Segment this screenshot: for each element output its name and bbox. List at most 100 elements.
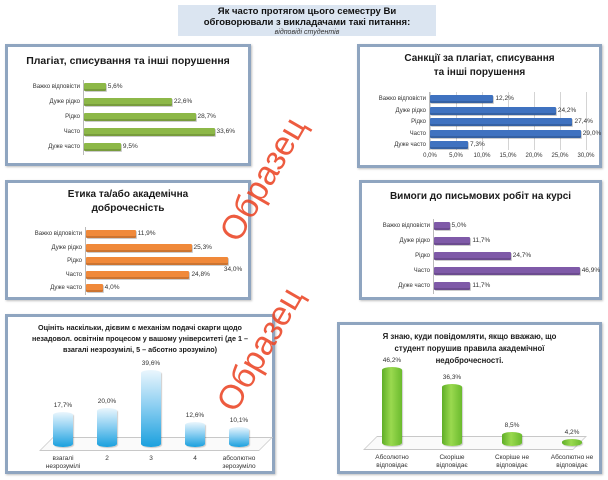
value-label: 33,6% bbox=[216, 128, 235, 135]
category-label: Дуже часто bbox=[50, 285, 82, 291]
bar bbox=[434, 237, 471, 245]
chart-title-line3: взагалі незрозумілі, 5 – абсотно зрозумі… bbox=[62, 345, 218, 354]
category-label-line1: 3 bbox=[149, 455, 153, 462]
value-label: 5,6% bbox=[107, 83, 123, 90]
bar-row: Дуже часто 11,7% bbox=[364, 279, 600, 293]
column-bar bbox=[185, 422, 205, 447]
category-label: абсолютно зерозуміло bbox=[209, 455, 269, 471]
value-label: 34,0% bbox=[223, 266, 243, 273]
category-label: 3 bbox=[121, 455, 181, 463]
column-chart-reporting: 46,2% Абсолютно відповідає 36,3% Скоріше відп… bbox=[340, 325, 599, 471]
y-axis-line bbox=[83, 80, 84, 155]
value-label: 12,2% bbox=[495, 95, 514, 102]
column-bar bbox=[53, 412, 73, 447]
column-bar bbox=[442, 384, 462, 446]
column-bar bbox=[502, 431, 522, 446]
bar bbox=[434, 267, 580, 275]
header-title-line2: обговорювали з викладачами такі питання: bbox=[203, 16, 411, 28]
category-label-line1: Скоріше не bbox=[494, 454, 530, 461]
page-header: Як часто протягом цього семестру Ви обго… bbox=[178, 5, 436, 36]
category-label: Абсолютно відповідає bbox=[362, 454, 422, 470]
category-label: Дуже часто bbox=[48, 144, 80, 150]
value-label: 24,7% bbox=[512, 252, 532, 259]
value-label: 36,3% bbox=[442, 374, 462, 382]
value-label: 46,9% bbox=[581, 267, 601, 274]
bar bbox=[86, 243, 192, 252]
category-label-line1: 2 bbox=[105, 455, 109, 462]
category-label-line2: відповідає bbox=[496, 462, 528, 469]
category-label: Часто bbox=[63, 129, 80, 135]
x-tick-label: 30,0% bbox=[577, 152, 595, 159]
header-title-line1: Як часто протягом цього семестру Ви bbox=[217, 6, 397, 17]
category-label-line2: зерозуміло bbox=[222, 463, 256, 470]
chart-title-line2: доброчесність bbox=[91, 203, 165, 214]
category-label: Абсолютно не відповідає bbox=[542, 454, 602, 470]
x-tick-label: 5,0% bbox=[449, 152, 463, 159]
category-label-line2: відповідає bbox=[376, 462, 408, 469]
category-label-line1: 4 bbox=[193, 455, 197, 462]
gridline bbox=[586, 92, 587, 150]
value-label: 4,0% bbox=[104, 284, 120, 291]
category-label-line1: Скоріше bbox=[439, 454, 465, 461]
chart-title-line1: Етика та/або академічна bbox=[67, 189, 189, 200]
x-tick-label: 20,0% bbox=[525, 152, 543, 159]
bar bbox=[84, 113, 196, 121]
chart-panel-writing: Вимоги до письмових робіт на курсі Важко… bbox=[359, 180, 602, 300]
bar-row: Рідко 27,4% bbox=[362, 115, 600, 129]
category-label: Дуже часто bbox=[394, 142, 426, 148]
chart-title-line1: Санкції за плагіат, списування bbox=[404, 53, 555, 64]
chart-title-line2: студент порушив правила академічної bbox=[394, 344, 545, 353]
bar bbox=[84, 98, 172, 106]
value-label: 7,3% bbox=[469, 141, 485, 148]
bar bbox=[434, 222, 450, 230]
column-bar bbox=[382, 367, 402, 446]
chart-title-line1: Оцініть наскільки, дієвим є механізм под… bbox=[38, 323, 242, 332]
value-label: 4,2% bbox=[564, 428, 580, 436]
category-label-line2: відповідає bbox=[556, 462, 588, 469]
bar-row: Дуже часто 9,5% bbox=[12, 140, 248, 154]
category-label: 4 bbox=[165, 455, 225, 463]
chart-panel-ethics: Етика та/або академічна доброчесність Ва… bbox=[5, 180, 251, 300]
bar bbox=[430, 106, 556, 115]
bar-row: Важко відповісти 12,2% bbox=[362, 92, 600, 106]
value-label: 24,2% bbox=[557, 106, 577, 114]
value-label: 46,2% bbox=[382, 357, 402, 365]
category-label: Дуже часто bbox=[398, 283, 430, 289]
bar-row: Дуже часто 7,3% bbox=[362, 138, 600, 152]
column-chart-complaints: 17,7% взагалі незрозумілі 20,0% 2 39,6% 3 12,6%… bbox=[8, 317, 273, 471]
value-label: 39,6% bbox=[141, 359, 161, 367]
column-bar bbox=[229, 427, 249, 447]
value-label: 5,0% bbox=[451, 222, 467, 229]
x-tick-label: 15,0% bbox=[499, 152, 517, 159]
x-tick-label: 10,0% bbox=[473, 152, 491, 159]
chart-panel-sanctions: Санкції за плагіат, списування та інші п… bbox=[357, 44, 602, 168]
bar bbox=[430, 129, 581, 138]
category-label: Скоріше відповідає bbox=[422, 454, 482, 470]
value-label: 8,5% bbox=[504, 421, 520, 429]
value-label: 11,7% bbox=[472, 282, 491, 289]
y-axis-line bbox=[85, 227, 86, 295]
bar-row: Дуже часто 4,0% bbox=[12, 281, 248, 295]
bar-row: Дуже рідко 25,3% bbox=[12, 241, 248, 255]
category-label: Важко відповісти bbox=[34, 231, 82, 237]
value-label: 20,0% bbox=[97, 398, 117, 405]
bar-chart-ethics: Важко відповісти 11,9% Дуже рідко 25,3% Рідк… bbox=[12, 227, 248, 297]
bar-row: Важко відповісти 11,9% bbox=[12, 227, 248, 241]
bar bbox=[86, 270, 190, 279]
value-label: 12,6% bbox=[185, 412, 205, 420]
category-label: Важко відповісти bbox=[378, 96, 426, 102]
category-label: Часто bbox=[65, 271, 82, 278]
bar-row: Дуже рідко 11,7% bbox=[364, 234, 600, 248]
value-label: 25,3% bbox=[193, 243, 212, 251]
y-axis-line bbox=[429, 92, 430, 150]
value-label: 10,1% bbox=[229, 417, 249, 425]
bar-row: Часто 24,8% bbox=[12, 268, 248, 282]
category-label: взагалі незрозумілі bbox=[33, 455, 93, 471]
bar-row: Рідко 34,0% bbox=[12, 254, 248, 273]
category-label-line1: Абсолютно bbox=[375, 454, 409, 461]
chart-panel-reporting: Я знаю, куди повідомляти, якщо вважаю, щ… bbox=[337, 322, 602, 474]
bar-row: Часто 46,9% bbox=[364, 264, 600, 278]
bar-row: Часто 29,0% bbox=[362, 127, 601, 141]
column-bar bbox=[562, 438, 582, 446]
column-bar bbox=[97, 408, 117, 447]
